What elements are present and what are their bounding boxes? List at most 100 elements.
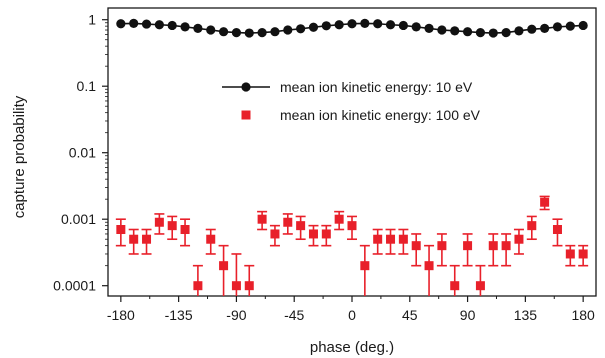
- data-point: [141, 19, 152, 29]
- data-point: [398, 234, 408, 244]
- data-point: [501, 241, 511, 251]
- y-tick-label: 0.1: [77, 78, 97, 94]
- data-point: [270, 27, 280, 37]
- data-point: [475, 27, 486, 38]
- series-1: [116, 18, 588, 38]
- data-point: [437, 241, 447, 251]
- data-point: [450, 26, 460, 36]
- data-point: [411, 241, 421, 251]
- data-point: [257, 27, 267, 38]
- data-point: [116, 225, 126, 235]
- x-tick-label: -135: [165, 307, 193, 323]
- x-tick-label: 45: [402, 307, 418, 323]
- plot-border: [107, 7, 597, 297]
- y-tick-label: 0.01: [69, 145, 96, 161]
- data-point: [296, 221, 306, 231]
- data-point: [283, 25, 293, 35]
- data-point: [219, 261, 229, 271]
- data-point: [142, 234, 152, 244]
- data-point: [527, 221, 537, 231]
- data-point: [180, 225, 190, 235]
- x-tick-label: 180: [571, 307, 595, 323]
- series-layer: [115, 18, 589, 296]
- data-point: [129, 234, 139, 244]
- data-point: [231, 27, 242, 38]
- x-tick-label: -90: [226, 307, 246, 323]
- data-point: [347, 19, 357, 29]
- data-point: [206, 25, 216, 35]
- data-point: [424, 261, 434, 271]
- legend-label: mean ion kinetic energy: 10 eV: [280, 79, 473, 95]
- y-axis-label: capture probability: [11, 95, 28, 218]
- data-point: [373, 234, 383, 244]
- data-point: [398, 20, 408, 31]
- x-axis-label: phase (deg.): [310, 339, 394, 356]
- data-point: [514, 234, 524, 244]
- x-tick-label: 0: [348, 307, 356, 323]
- y-tick-label: 0.0001: [53, 278, 96, 294]
- y-tick-label: 1: [88, 12, 96, 28]
- data-point: [154, 20, 164, 30]
- data-point: [116, 19, 126, 29]
- data-point: [154, 217, 164, 227]
- legend-label: mean ion kinetic energy: 100 eV: [280, 107, 481, 123]
- data-point: [129, 18, 139, 29]
- data-point: [552, 225, 562, 235]
- data-point: [552, 22, 563, 32]
- series-2: [115, 195, 589, 296]
- data-point: [334, 214, 344, 224]
- data-point: [501, 27, 511, 38]
- data-point: [206, 234, 216, 244]
- data-point: [424, 23, 434, 34]
- data-point: [514, 26, 524, 36]
- x-axis: -180 -135 -90 -45 0 45 90 135 180: [107, 296, 595, 323]
- data-point: [463, 241, 473, 251]
- data-point: [386, 234, 396, 244]
- legend-marker: [241, 110, 251, 120]
- data-point: [565, 21, 575, 31]
- x-tick-label: -180: [107, 307, 135, 323]
- plot-frame: [107, 7, 597, 297]
- data-point: [578, 249, 588, 259]
- data-point: [218, 27, 229, 37]
- data-point: [385, 20, 396, 30]
- data-point: [475, 281, 485, 291]
- data-point: [283, 217, 293, 227]
- legend: mean ion kinetic energy: 10 eV mean ion k…: [222, 79, 481, 123]
- data-point: [373, 19, 383, 29]
- data-point: [411, 22, 421, 32]
- y-tick-label: 0.001: [61, 211, 96, 227]
- data-point: [244, 281, 254, 291]
- data-point: [308, 22, 319, 32]
- x-tick-label: 90: [460, 307, 476, 323]
- data-point: [462, 27, 473, 37]
- data-point: [193, 281, 203, 291]
- data-point: [308, 229, 318, 239]
- y-axis: 0.0001 0.001 0.01 0.1 1: [53, 12, 108, 294]
- data-point: [437, 25, 447, 35]
- data-point: [296, 24, 306, 34]
- x-tick-label: -45: [284, 307, 304, 323]
- data-point: [321, 229, 331, 239]
- data-point: [257, 214, 267, 224]
- data-point: [488, 28, 498, 38]
- data-point: [527, 24, 537, 34]
- data-point: [321, 21, 331, 31]
- x-tick-label: 135: [514, 307, 538, 323]
- data-point: [347, 221, 357, 231]
- data-point: [270, 229, 280, 239]
- data-point: [334, 20, 344, 30]
- data-point: [540, 23, 550, 34]
- data-point: [360, 18, 370, 29]
- legend-item: mean ion kinetic energy: 100 eV: [241, 107, 481, 123]
- data-point: [167, 20, 177, 31]
- data-point: [167, 221, 177, 231]
- data-point: [360, 261, 370, 271]
- data-point: [180, 22, 190, 32]
- data-point: [244, 28, 254, 38]
- legend-marker: [241, 82, 251, 92]
- data-point: [540, 197, 550, 207]
- data-point: [231, 281, 241, 291]
- data-point: [565, 249, 575, 259]
